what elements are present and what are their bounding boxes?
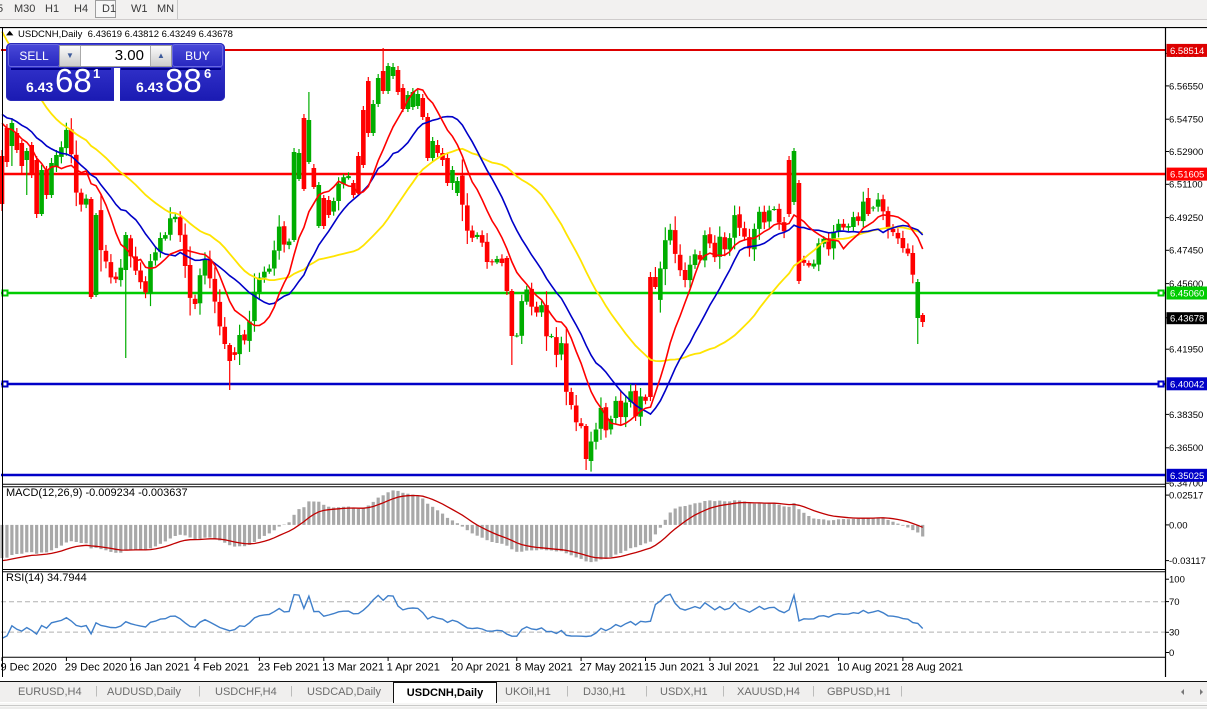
svg-text:20 Apr 2021: 20 Apr 2021 [451,662,510,674]
svg-text:3 Jul 2021: 3 Jul 2021 [708,662,759,674]
svg-text:29 Dec 2020: 29 Dec 2020 [65,662,127,674]
svg-text:6.34700: 6.34700 [1169,479,1203,490]
svg-text:15 Jun 2021: 15 Jun 2021 [644,662,705,674]
svg-text:6.45600: 6.45600 [1169,279,1203,290]
svg-text:100: 100 [1169,575,1185,586]
svg-text:13 Mar 2021: 13 Mar 2021 [322,662,384,674]
svg-text:-0.03117: -0.03117 [1169,556,1206,567]
svg-text:70: 70 [1169,597,1180,608]
svg-text:10 Aug 2021: 10 Aug 2021 [837,662,899,674]
svg-text:6.41950: 6.41950 [1169,345,1203,356]
svg-text:6.43678: 6.43678 [1170,314,1204,325]
svg-text:MACD(12,26,9) -0.009234 -0.003: MACD(12,26,9) -0.009234 -0.003637 [6,487,188,499]
svg-text:6.51605: 6.51605 [1170,170,1204,181]
svg-text:0: 0 [1169,648,1174,659]
svg-text:6.35025: 6.35025 [1170,471,1204,482]
svg-text:0.02517: 0.02517 [1169,491,1203,502]
svg-text:6.54750: 6.54750 [1169,115,1203,126]
svg-text:9 Dec 2020: 9 Dec 2020 [1,662,57,674]
svg-text:6.52900: 6.52900 [1169,147,1203,158]
svg-text:RSI(14) 34.7944: RSI(14) 34.7944 [6,572,87,584]
svg-text:30: 30 [1169,628,1180,639]
svg-text:6.49250: 6.49250 [1169,213,1203,224]
svg-text:27 May 2021: 27 May 2021 [580,662,644,674]
svg-text:6.38350: 6.38350 [1169,410,1203,421]
svg-text:28 Aug 2021: 28 Aug 2021 [901,662,963,674]
svg-text:6.45060: 6.45060 [1170,289,1204,300]
svg-text:22 Jul 2021: 22 Jul 2021 [773,662,830,674]
svg-text:6.51100: 6.51100 [1169,180,1203,191]
svg-text:6.56550: 6.56550 [1169,81,1203,92]
svg-text:6.47450: 6.47450 [1169,246,1203,257]
svg-text:1 Apr 2021: 1 Apr 2021 [387,662,440,674]
svg-text:6.40042: 6.40042 [1170,379,1204,390]
svg-text:6.58514: 6.58514 [1170,46,1204,57]
svg-text:16 Jan 2021: 16 Jan 2021 [129,662,190,674]
svg-text:0.00: 0.00 [1169,520,1188,531]
svg-text:USDCNH,Daily 6.43619 6.43812: USDCNH,Daily 6.43619 6.43812 6.43249 6.4… [18,29,233,40]
svg-text:23 Feb 2021: 23 Feb 2021 [258,662,320,674]
svg-text:4 Feb 2021: 4 Feb 2021 [194,662,250,674]
svg-text:8 May 2021: 8 May 2021 [515,662,572,674]
svg-text:6.36500: 6.36500 [1169,443,1203,454]
